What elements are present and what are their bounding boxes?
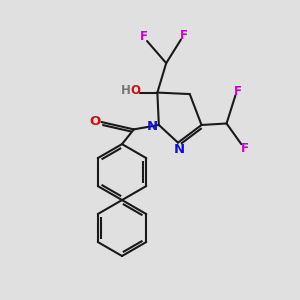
Text: N: N [147,120,158,133]
Text: H: H [121,84,131,97]
Text: O: O [130,84,140,97]
Text: F: F [140,30,148,43]
Text: F: F [241,142,249,155]
Text: O: O [89,115,100,128]
Text: F: F [234,85,242,98]
Text: N: N [174,142,185,156]
Text: F: F [180,29,188,42]
